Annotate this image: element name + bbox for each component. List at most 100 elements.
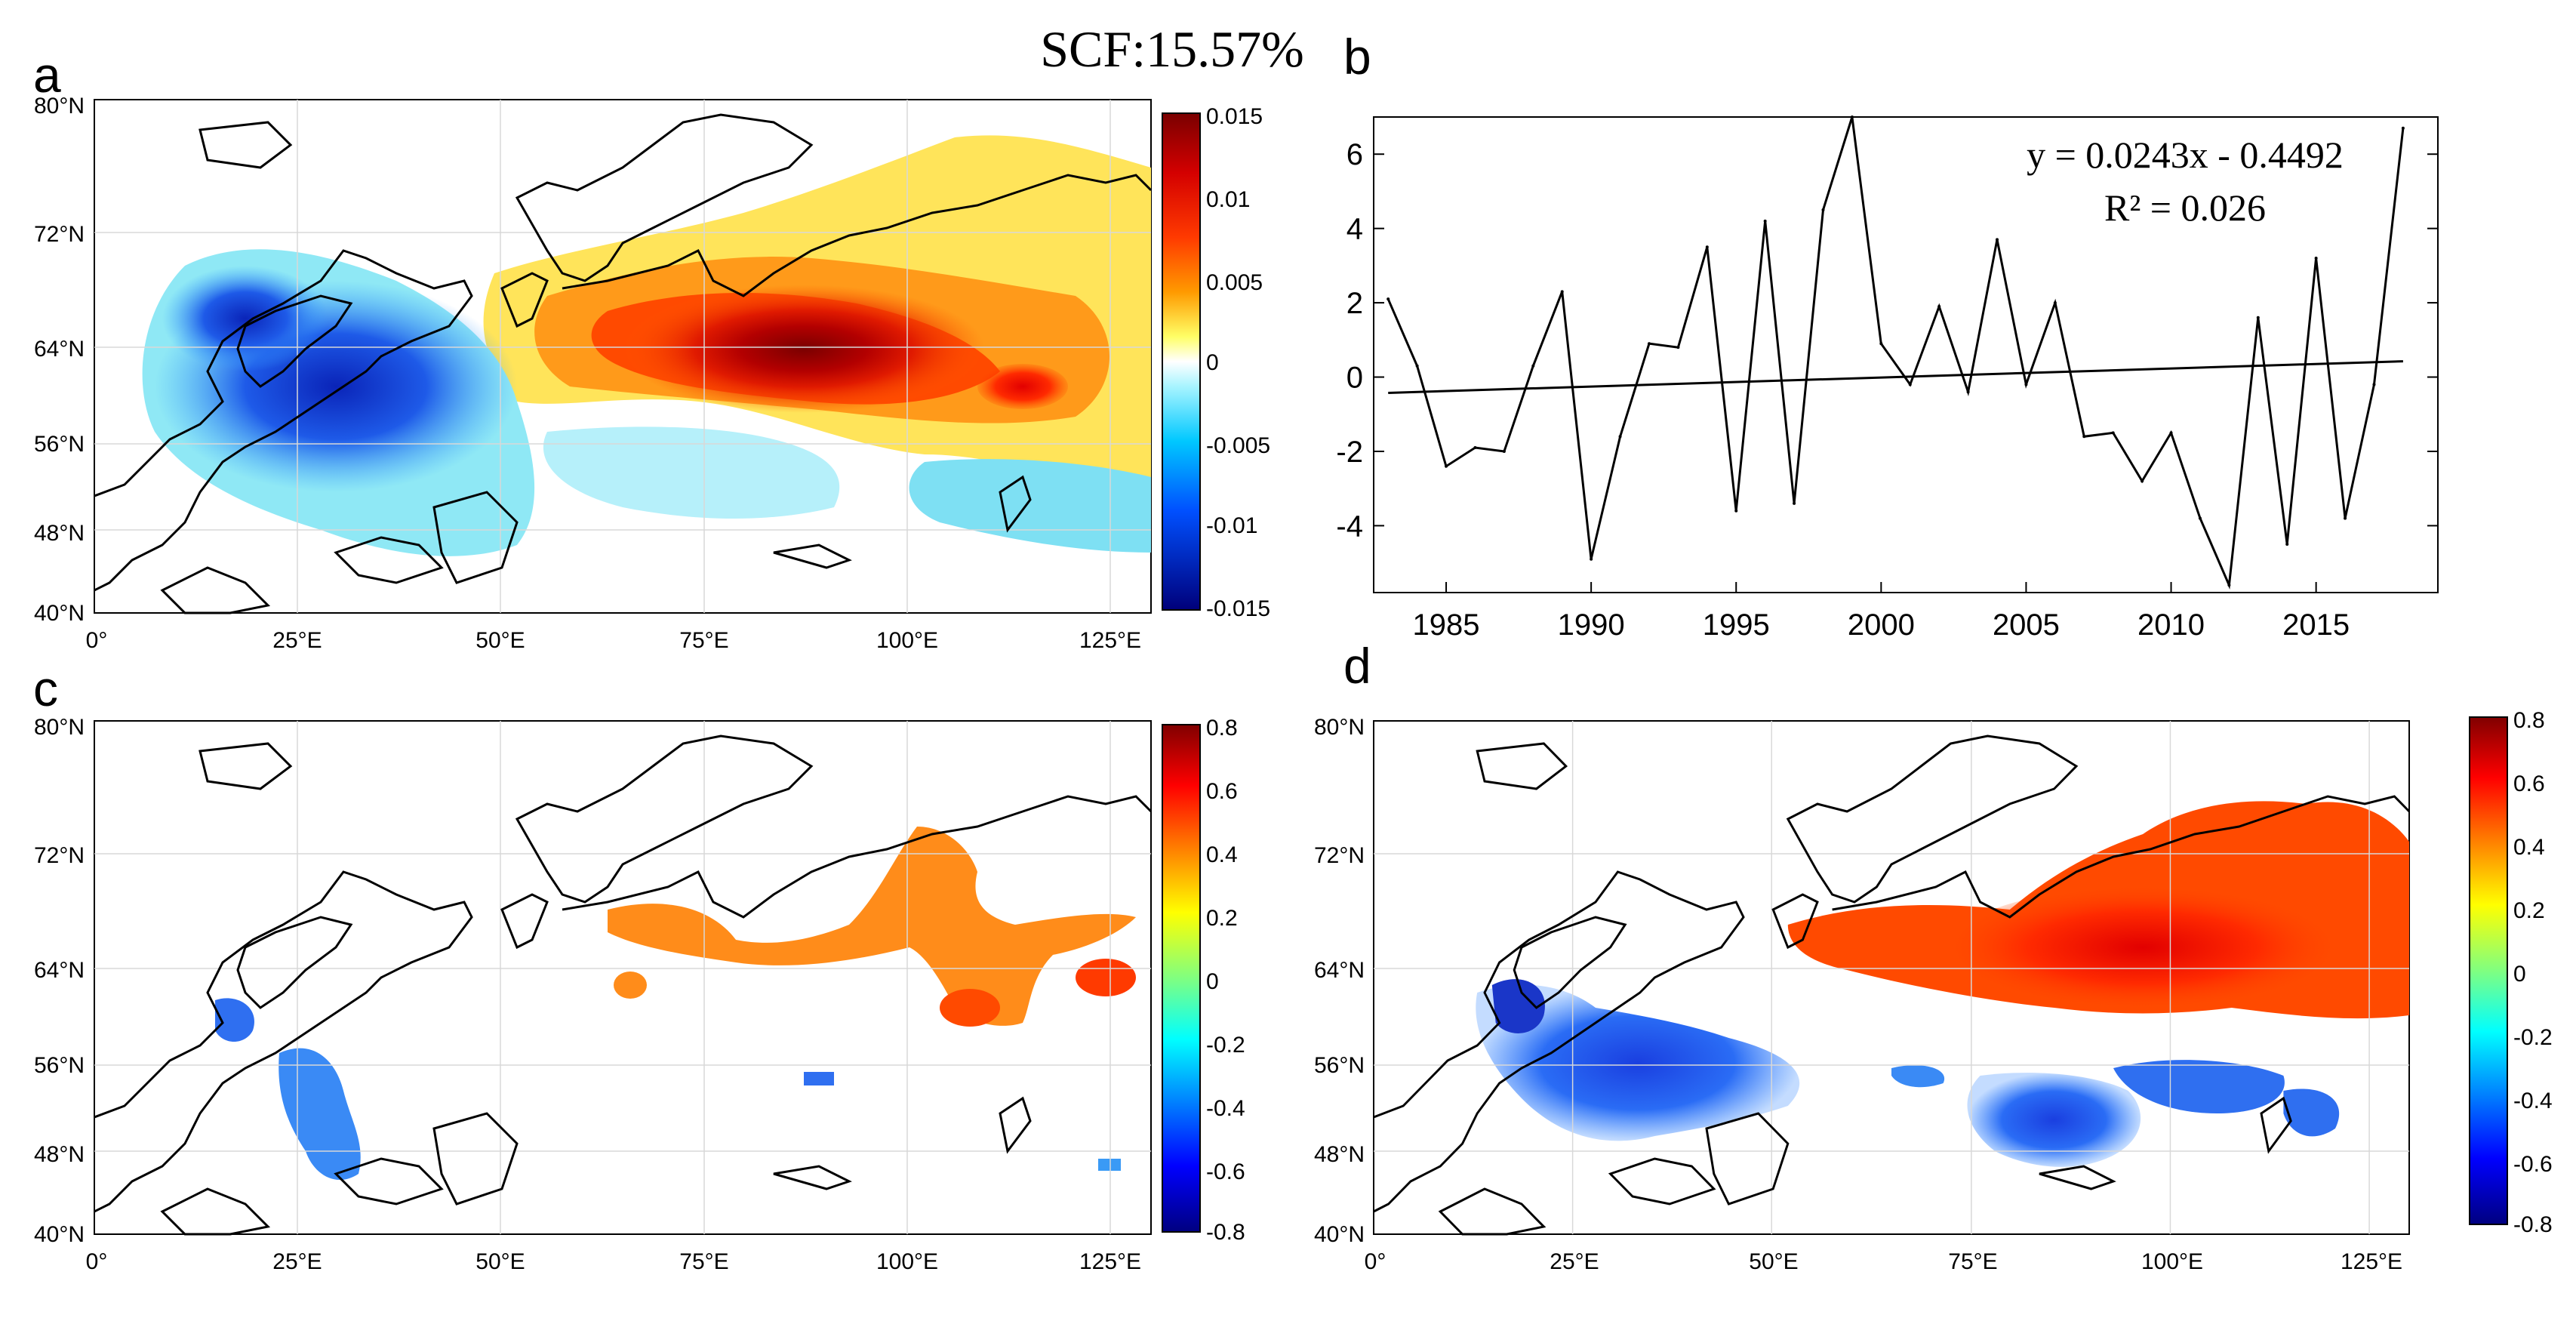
panel-c-lat-72: 72°N <box>34 843 85 868</box>
panel-c-colorbar-ticks: 0.8 0.6 0.4 0.2 0 -0.2 -0.4 -0.6 -0.8 <box>1206 716 1245 1245</box>
panel-b-ytick-label: -4 <box>1336 510 1363 543</box>
panel-b-point-1990 <box>1590 557 1593 561</box>
panel-a-lon-100: 100°E <box>876 628 938 653</box>
panel-c-lat-56: 56°N <box>34 1053 85 1078</box>
panel-d-map <box>1372 720 2411 1236</box>
panel-c-lon-125: 125°E <box>1079 1249 1141 1274</box>
panel-b-point-2002 <box>1937 305 1941 309</box>
panel-b-points <box>1386 115 2405 587</box>
panel-b-point-1998 <box>1821 208 1825 212</box>
panel-d-lon-100: 100°E <box>2141 1249 2203 1274</box>
panel-d-lon-50: 50°E <box>1749 1249 1798 1274</box>
panel-c-positive-spot-2 <box>940 989 1000 1027</box>
panel-b-point-2001 <box>1908 383 1912 386</box>
panel-c-lon-50: 50°E <box>475 1249 525 1274</box>
panel-b-point-2010 <box>2169 431 2173 435</box>
cb-c-tick-2: 0.4 <box>1206 842 1238 867</box>
panel-a-lat-64: 64°N <box>34 337 85 362</box>
panel-a-lat-56: 56°N <box>34 432 85 457</box>
panel-d-lon-25: 25°E <box>1550 1249 1599 1274</box>
cb-d-tick-0: 0.8 <box>2513 708 2545 733</box>
panel-b-point-2008 <box>2111 431 2115 435</box>
panel-b-xtick-label: 2000 <box>1848 608 1915 642</box>
panel-b-point-2016 <box>2344 516 2347 520</box>
panel-c-lon-25: 25°E <box>272 1249 322 1274</box>
panel-b-point-2006 <box>2053 301 2057 305</box>
panel-b-xtick-label: 2015 <box>2282 608 2350 642</box>
panel-b-series-line <box>1386 116 2405 590</box>
panel-a-positive-strong-area <box>623 285 985 413</box>
cb-a-tick-2: 0.005 <box>1206 270 1263 295</box>
panel-b-point-2018 <box>2401 126 2405 130</box>
panel-a-axis-labels: 40°N 48°N 56°N 64°N 72°N 80°N 0° 25°E 50… <box>34 94 1141 653</box>
panel-c-axis-labels: 40°N 48°N 56°N 64°N 72°N 80°N 0° 25°E 50… <box>34 715 1141 1274</box>
panel-c-positive-area <box>608 827 1136 1026</box>
panel-b-ytick-label: 4 <box>1346 213 1363 246</box>
panel-b-line-chart: -4 -2 0 2 4 6 1985 1990 1995 2000 2005 2010 2015 y … <box>1336 115 2439 642</box>
cb-c-tick-5: -0.2 <box>1206 1033 1245 1058</box>
panel-d-negative-area-3 <box>2113 1060 2285 1113</box>
cb-c-tick-8: -0.8 <box>1206 1220 1245 1245</box>
cb-d-tick-3: 0.2 <box>2513 898 2545 923</box>
panel-b-xtick-label: 2010 <box>2137 608 2205 642</box>
panel-b-trend-line <box>1388 360 2403 394</box>
panel-d-colorbar <box>2469 716 2508 1225</box>
panel-d-lon-125: 125°E <box>2341 1249 2402 1274</box>
panel-a-lon-75: 75°E <box>679 628 728 653</box>
panel-b-point-2000 <box>1879 342 1883 346</box>
cb-a-tick-3: 0 <box>1206 350 1219 375</box>
panel-a-lon-50: 50°E <box>475 628 525 653</box>
panel-c-negative-spot <box>215 998 254 1042</box>
panel-d-lat-72: 72°N <box>1314 843 1365 868</box>
panel-d-lon-75: 75°E <box>1948 1249 1997 1274</box>
panel-b-point-1987 <box>1502 449 1506 453</box>
cb-d-tick-7: -0.6 <box>2513 1152 2553 1177</box>
panel-a-negative-area <box>162 266 328 371</box>
panel-d-lat-64: 64°N <box>1314 958 1365 983</box>
panel-b-point-2004 <box>1996 238 1999 242</box>
panel-c-lat-48: 48°N <box>34 1142 85 1167</box>
panel-a-negative-weak-area-2 <box>543 426 840 519</box>
panel-a-lon-25: 25°E <box>272 628 322 653</box>
cb-d-tick-5: -0.2 <box>2513 1025 2553 1050</box>
cb-c-tick-0: 0.8 <box>1206 716 1238 741</box>
panel-d-axis-labels: 40°N 48°N 56°N 64°N 72°N 80°N 0° 25°E 50… <box>1314 715 2402 1274</box>
panel-d-negative-spot-3 <box>1891 1065 1945 1088</box>
panel-b-point-2009 <box>2141 479 2144 483</box>
panel-b-point-1994 <box>1705 245 1709 249</box>
panel-b-point-1995 <box>1734 509 1738 513</box>
panel-b-point-1989 <box>1560 290 1564 294</box>
panel-b-x-ticks: 1985 1990 1995 2000 2005 2010 2015 <box>1413 582 2350 642</box>
panel-d-negative-area-2 <box>1967 1073 2141 1167</box>
panel-c-map <box>93 720 1153 1236</box>
panel-c-lat-40: 40°N <box>34 1222 85 1247</box>
cb-d-tick-6: -0.4 <box>2513 1089 2553 1113</box>
panel-b-point-1991 <box>1618 435 1622 439</box>
panel-d-lat-56: 56°N <box>1314 1053 1365 1078</box>
cb-c-tick-3: 0.2 <box>1206 906 1238 931</box>
panel-c-lon-0: 0° <box>86 1249 108 1274</box>
cb-a-tick-1: 0.01 <box>1206 187 1250 212</box>
panel-b-point-1983 <box>1386 297 1390 301</box>
panel-b-point-2014 <box>2285 543 2289 547</box>
panel-label-d: d <box>1343 638 1371 694</box>
panel-label-a: a <box>33 47 61 103</box>
panel-b-xtick-label: 1990 <box>1558 608 1625 642</box>
cb-a-tick-6: -0.015 <box>1206 596 1270 621</box>
cb-d-tick-2: 0.4 <box>2513 835 2545 860</box>
panel-c-negative-area <box>279 1048 361 1181</box>
panel-d-colorbar-ticks: 0.8 0.6 0.4 0.2 0 -0.2 -0.4 -0.6 -0.8 <box>2513 708 2553 1237</box>
panel-b-point-1988 <box>1531 364 1535 368</box>
panel-b-xtick-label: 2005 <box>1993 608 2060 642</box>
panel-b-equation: y = 0.0243x - 0.4492 <box>2027 134 2344 176</box>
panel-d-negative-area <box>1476 984 1800 1141</box>
cb-a-tick-5: -0.01 <box>1206 513 1257 538</box>
figure-title: SCF:15.57% <box>1040 20 1304 78</box>
panel-c-lon-75: 75°E <box>679 1249 728 1274</box>
cb-c-tick-4: 0 <box>1206 969 1219 994</box>
panel-a-lat-72: 72°N <box>34 222 85 247</box>
cb-a-tick-4: -0.005 <box>1206 433 1270 458</box>
panel-b-point-2011 <box>2198 516 2202 520</box>
panel-label-c: c <box>33 660 58 716</box>
